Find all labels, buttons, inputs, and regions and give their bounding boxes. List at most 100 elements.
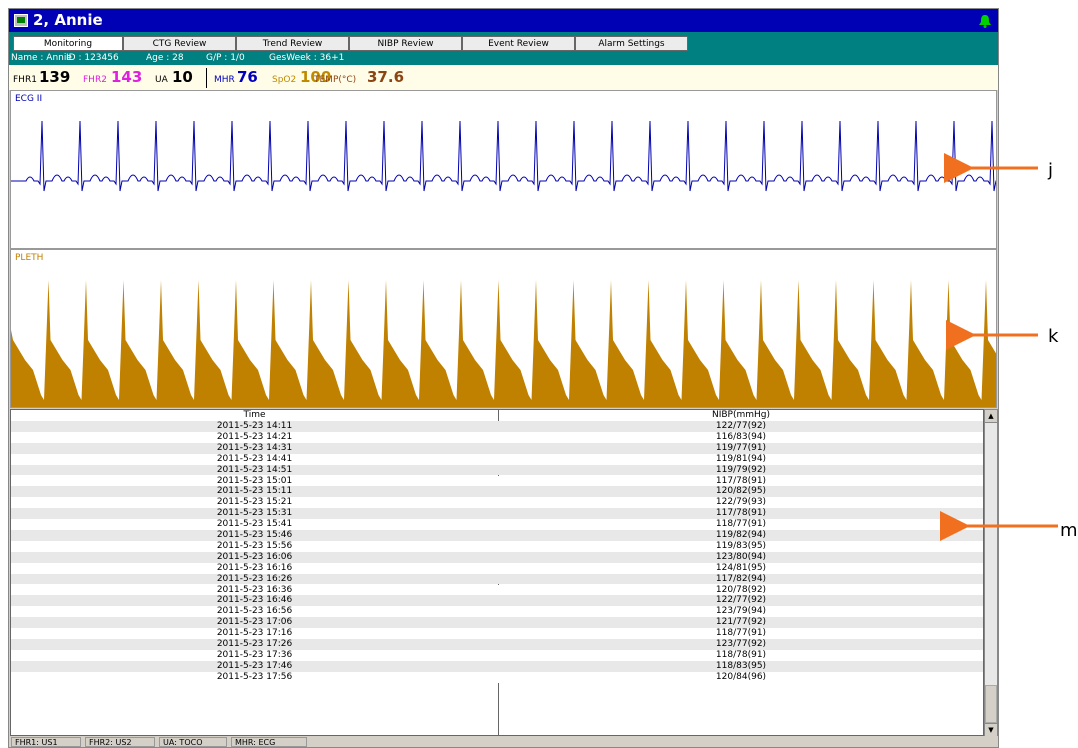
divider — [206, 68, 207, 88]
table-row: 2011-5-23 17:26 123/77(92) — [11, 639, 983, 650]
parameter-value: 37.6 — [367, 68, 405, 86]
table-cell: 2011-5-23 14:21 — [216, 431, 293, 442]
scrollbar[interactable]: ▲ ▼ — [984, 409, 998, 736]
table-cell: 2011-5-23 16:06 — [216, 551, 293, 562]
patient-info: Name : Annie — [11, 53, 72, 63]
pleth-label: PLETH — [15, 253, 44, 263]
table-row: 2011-5-23 15:21 122/79(93) — [11, 497, 983, 509]
scroll-thumb[interactable] — [985, 685, 997, 723]
parameter-value: 139 — [39, 68, 71, 86]
tab[interactable]: Trend Review — [236, 36, 349, 51]
table-cell: 121/77(92) — [715, 617, 767, 628]
table-row: 2011-5-23 14:31 119/77(91) — [11, 442, 983, 454]
table-cell: 2011-5-23 17:56 — [216, 671, 293, 682]
status-bar: FHR1: US1 FHR2: US2 UA: TOCO MHR: ECG — [9, 736, 998, 747]
table-cell: 119/82(94) — [715, 530, 767, 540]
parameter-value: 76 — [237, 68, 258, 86]
monitor-window: 2, Annie Monitoring CTG Review Trend Revie… — [8, 8, 999, 748]
table-row: 2011-5-23 15:31 117/78(91) — [11, 508, 983, 520]
table-cell: 2011-5-23 14:11 — [216, 421, 293, 431]
table-cell: 2011-5-23 17:36 — [216, 649, 293, 660]
table-cell: 123/79(94) — [715, 606, 767, 617]
table-cell: 119/81(94) — [715, 453, 767, 464]
table-cell: 118/83(95) — [715, 660, 767, 671]
tab[interactable]: Event Review — [462, 36, 575, 51]
table-row: 2011-5-23 14:51 119/79(92) — [11, 464, 983, 476]
pleth-trace — [11, 280, 996, 407]
table-cell: 2011-5-23 16:36 — [216, 584, 293, 595]
table-cell: 2011-5-23 15:31 — [216, 508, 293, 519]
ecg-trace — [11, 120, 996, 192]
table-cell: 122/77(92) — [715, 421, 767, 431]
table-row: 2011-5-23 16:46 122/77(92) — [11, 595, 983, 607]
table-cell: 2011-5-23 16:46 — [216, 595, 293, 606]
tab[interactable]: Monitoring — [13, 36, 123, 51]
table-cell: 2011-5-23 16:16 — [216, 562, 293, 573]
table-row: 2011-5-23 17:46 118/83(95) — [11, 660, 983, 672]
table-cell: 124/81(95) — [715, 562, 767, 573]
status-item: UA: TOCO — [159, 737, 227, 747]
table-row: 2011-5-23 15:56 119/83(95) — [11, 540, 983, 552]
parameter-label: MHR — [214, 75, 235, 85]
tab[interactable]: Alarm Settings — [575, 36, 688, 51]
table-row: 2011-5-23 17:06 121/77(92) — [11, 617, 983, 629]
table-cell: 120/84(96) — [715, 671, 767, 682]
table-row: 2011-5-23 17:56 120/84(96) — [11, 671, 983, 683]
table-row: 2011-5-23 15:46 119/82(94) — [11, 530, 983, 541]
table-cell: 117/78(91) — [715, 508, 767, 519]
status-item: MHR: ECG — [231, 737, 307, 747]
patient-info: G/P : 1/0 — [206, 53, 245, 63]
table-cell: 123/80(94) — [715, 551, 767, 562]
parameter-value: 100 — [300, 68, 332, 86]
patient-info: ID : 123456 — [66, 53, 119, 63]
table-cell: 2011-5-23 15:01 — [216, 475, 293, 486]
parameter-label: TEMP(°C) — [314, 75, 357, 85]
table-cell: 2011-5-23 14:41 — [216, 453, 293, 464]
status-item: FHR1: US1 — [11, 737, 81, 747]
table-row: 2011-5-23 16:56 123/79(94) — [11, 606, 983, 618]
table-row: 2011-5-23 16:16 124/81(95) — [11, 562, 983, 574]
table-row: 2011-5-23 15:41 118/77(91) — [11, 519, 983, 530]
ecg-waveform — [11, 120, 996, 192]
annotation-label: k — [1048, 326, 1059, 347]
tab-row: Monitoring CTG Review Trend Review NIBP Rev… — [9, 32, 998, 65]
parameter-label: FHR2 — [83, 75, 107, 85]
annotation-layer: j k m — [940, 153, 1078, 541]
table-row: 2011-5-23 14:41 119/81(94) — [11, 453, 983, 465]
table-row: 2011-5-23 14:21 116/83(94) — [11, 431, 983, 443]
table-cell: 2011-5-23 15:21 — [216, 497, 293, 508]
table-cell: 2011-5-23 17:26 — [216, 639, 293, 649]
table-cell: 120/82(95) — [715, 486, 767, 497]
table-cell: 118/77(91) — [715, 519, 767, 530]
table-cell: 2011-5-23 16:26 — [216, 573, 293, 584]
table-row: 2011-5-23 16:26 117/82(94) — [11, 573, 983, 585]
header-cell: NIBP(mmHg) — [711, 410, 771, 420]
table-header: Time NIBP(mmHg) — [11, 410, 983, 421]
table-cell: 2011-5-23 15:11 — [216, 486, 293, 497]
table-row: 2011-5-23 17:16 118/77(91) — [11, 628, 983, 639]
table-cell: 2011-5-23 16:56 — [216, 606, 293, 617]
table-cell: 2011-5-23 15:56 — [216, 540, 293, 551]
table-row: 2011-5-23 16:06 123/80(94) — [11, 551, 983, 563]
table-cell: 2011-5-23 15:41 — [216, 519, 293, 530]
parameter-value: 10 — [172, 68, 193, 86]
table-cell: 2011-5-23 17:46 — [216, 660, 293, 671]
scroll-down[interactable]: ▼ — [985, 723, 997, 736]
table-row: 2011-5-23 16:36 120/78(92) — [11, 584, 983, 596]
ecg-label: ECG II — [15, 94, 43, 104]
table-row: 2011-5-23 15:01 117/78(91) — [11, 475, 983, 487]
tab[interactable]: NIBP Review — [349, 36, 462, 51]
parameter-label: FHR1 — [13, 75, 37, 85]
table-cell: 117/82(94) — [715, 573, 767, 584]
app-icon — [14, 14, 28, 27]
table-row: 2011-5-23 15:11 120/82(95) — [11, 486, 983, 498]
table-cell: 116/83(94) — [715, 431, 767, 442]
table-cell: 2011-5-23 17:06 — [216, 617, 293, 628]
parameter-label: UA — [155, 75, 168, 85]
status-item: FHR2: US2 — [85, 737, 155, 747]
alarm-bell[interactable] — [979, 14, 991, 28]
scroll-up[interactable]: ▲ — [985, 410, 997, 423]
tab[interactable]: CTG Review — [123, 36, 236, 51]
table-cell: 118/77(91) — [715, 628, 767, 639]
